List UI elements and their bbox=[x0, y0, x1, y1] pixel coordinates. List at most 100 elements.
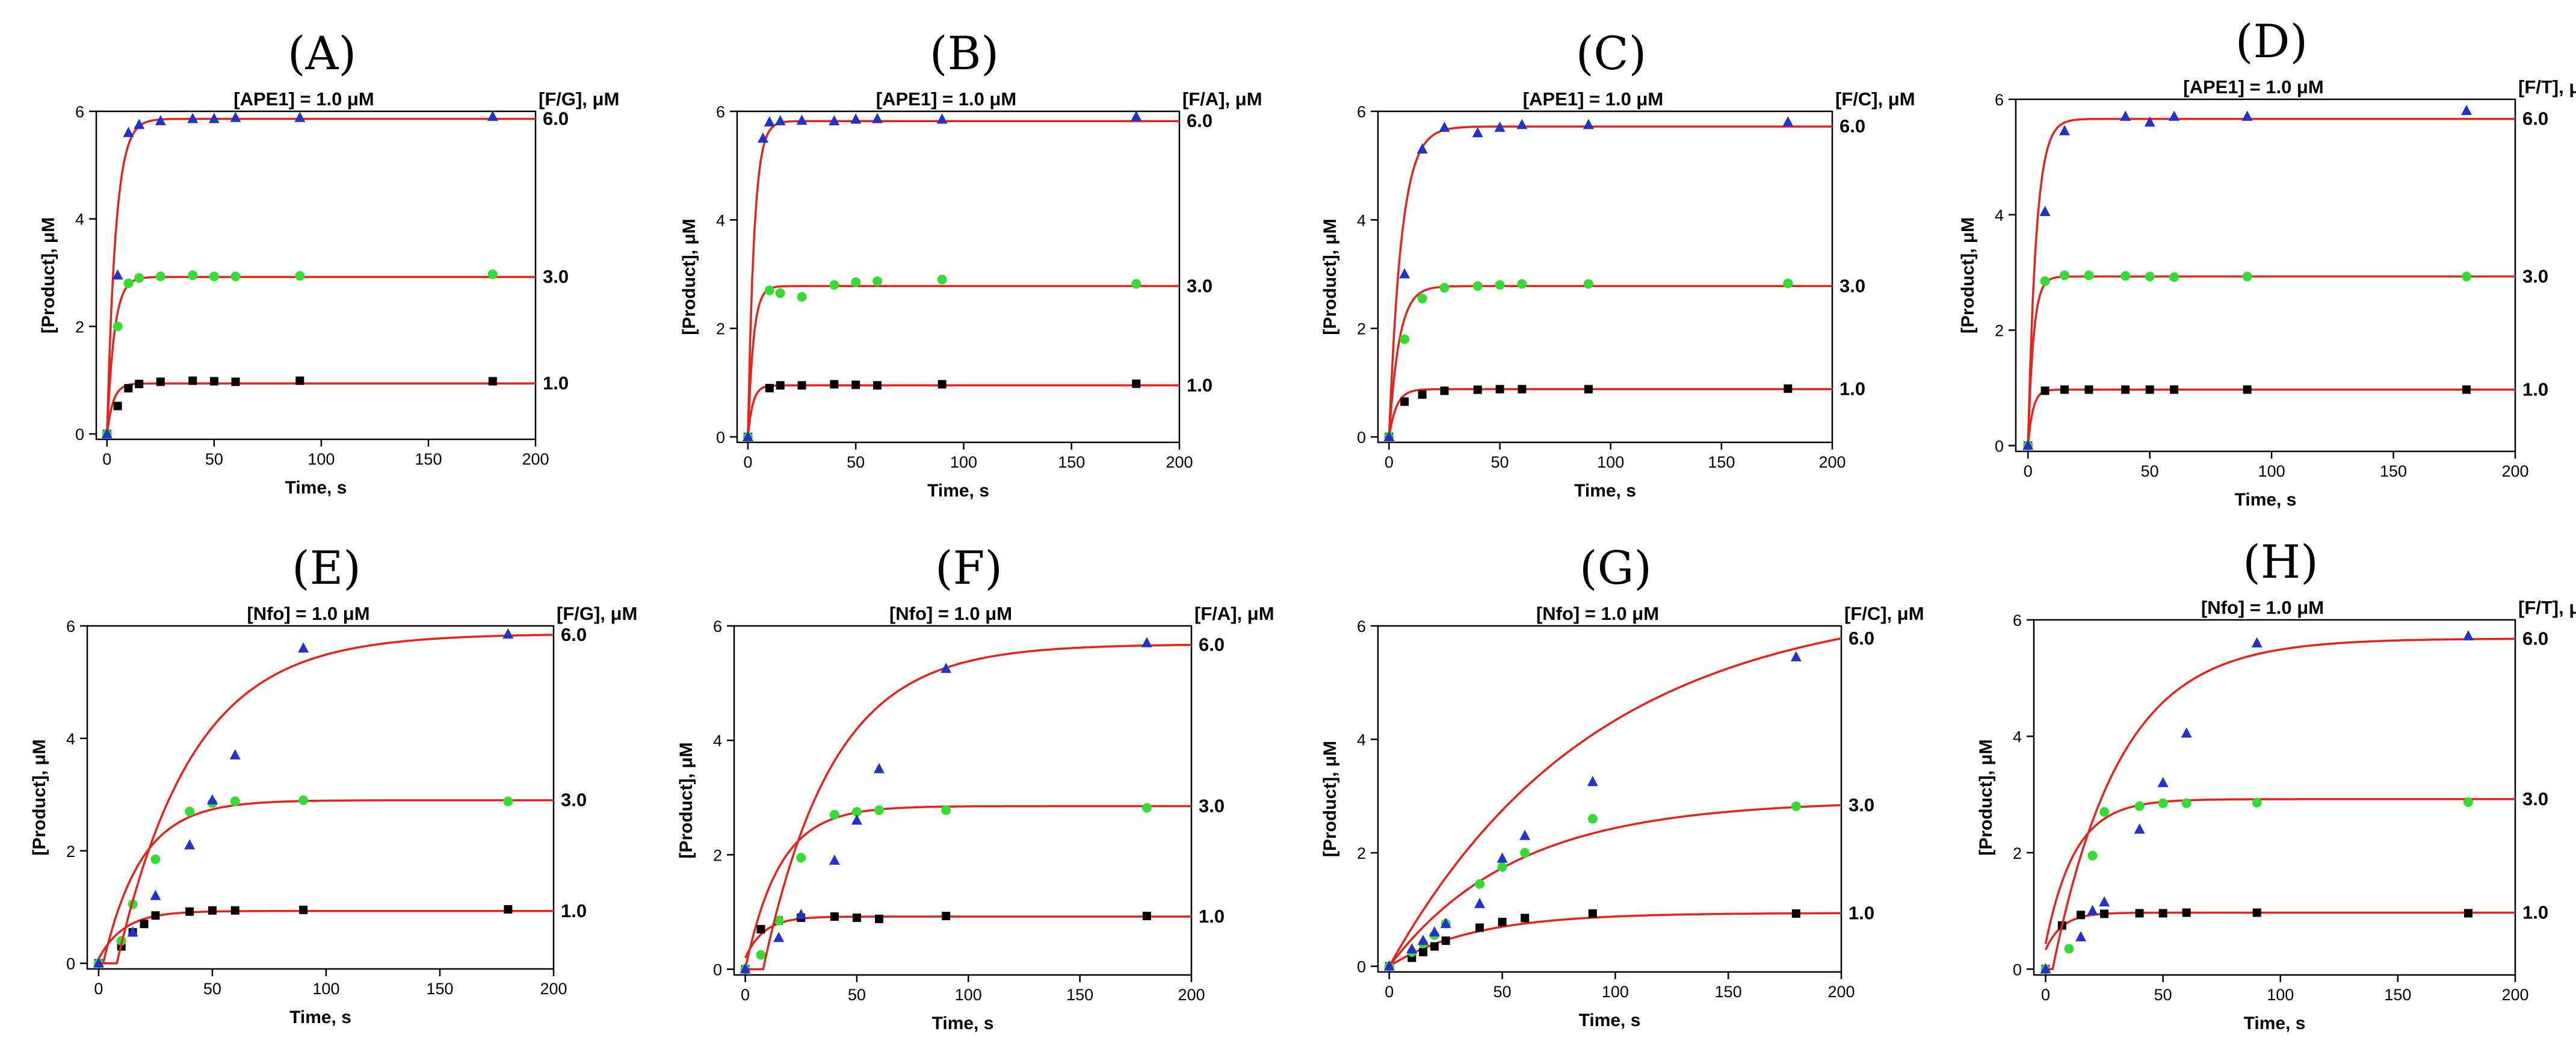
fit-curve-1.0 bbox=[2027, 388, 2515, 446]
y-axis-title: [Product], μM bbox=[676, 742, 696, 858]
data-point-circle bbox=[2169, 272, 2179, 282]
data-point-square bbox=[776, 381, 785, 390]
data-point-square bbox=[852, 913, 861, 922]
chart-panel-f: (F) [Nfo] = 1.0 μM [F/A], μM 0 50 100 150 200 0 2… bbox=[676, 541, 1274, 1033]
y-tick-label: 0 bbox=[75, 425, 84, 444]
substrate-concentration-label: [F/G], μM bbox=[539, 88, 619, 110]
data-point-square bbox=[230, 906, 239, 915]
data-point-square bbox=[208, 906, 217, 915]
data-point-triangle bbox=[206, 794, 218, 805]
data-point-circle bbox=[134, 273, 144, 283]
panel-letter: (E) bbox=[292, 541, 361, 595]
enzyme-concentration-label: [Nfo] = 1.0 μM bbox=[1536, 603, 1659, 624]
data-point-triangle bbox=[1141, 637, 1152, 648]
data-point-square bbox=[156, 377, 165, 386]
y-tick-label: 4 bbox=[713, 732, 722, 750]
x-tick-label: 0 bbox=[743, 453, 752, 471]
data-point-triangle bbox=[796, 114, 808, 125]
data-point-circle bbox=[298, 795, 309, 805]
x-tick-label: 0 bbox=[102, 450, 111, 468]
data-point-circle bbox=[2064, 944, 2074, 954]
x-tick-label: 50 bbox=[2154, 986, 2172, 1004]
fit-curve-1.0 bbox=[2044, 911, 2515, 950]
fit-curve-6.0 bbox=[745, 643, 1191, 971]
series-level-label: 3.0 bbox=[1839, 275, 1865, 296]
x-tick-label: 50 bbox=[203, 980, 221, 998]
series-level-label: 1.0 bbox=[561, 900, 587, 921]
data-point-circle bbox=[851, 277, 861, 288]
data-point-triangle bbox=[230, 111, 241, 122]
fit-curve-3.0 bbox=[2027, 275, 2515, 446]
y-tick-label: 4 bbox=[1357, 731, 1366, 749]
y-tick-label: 6 bbox=[1357, 617, 1366, 636]
x-tick-label: 200 bbox=[1827, 983, 1855, 1001]
data-point-square bbox=[2158, 909, 2167, 918]
y-tick-label: 2 bbox=[1995, 322, 2004, 340]
data-point-circle bbox=[2087, 850, 2098, 861]
x-axis-title: Time, s bbox=[1579, 1010, 1641, 1030]
data-point-circle bbox=[2134, 801, 2145, 811]
chart-panel-a: (A) [APE1] = 1.0 μM [F/G], μM 0 50 100 150 200 0… bbox=[39, 26, 619, 498]
data-point-circle bbox=[1475, 879, 1485, 889]
substrate-concentration-label: [F/A], μM bbox=[1194, 603, 1274, 624]
data-point-triangle bbox=[1790, 651, 1802, 661]
data-point-circle bbox=[2120, 271, 2131, 281]
y-axis-title: [Product], μM bbox=[29, 739, 49, 855]
data-point-circle bbox=[829, 809, 839, 820]
data-point-triangle bbox=[2099, 896, 2110, 907]
plot-frame bbox=[95, 110, 537, 441]
data-point-triangle bbox=[2075, 931, 2087, 942]
data-point-square bbox=[830, 912, 839, 921]
x-axis-title: Time, s bbox=[2244, 1013, 2306, 1033]
data-point-circle bbox=[2084, 270, 2094, 280]
x-tick-label: 0 bbox=[2024, 462, 2033, 480]
plot-frame bbox=[86, 625, 555, 970]
chart-panel-e: (E) [Nfo] = 1.0 μM [F/G], μM 0 50 100 150 200 0 2… bbox=[29, 541, 637, 1027]
series-level-label: 1.0 bbox=[1187, 374, 1212, 395]
data-point-triangle bbox=[502, 628, 514, 639]
panel-letter: (B) bbox=[930, 26, 999, 80]
fit-curve-6.0 bbox=[2027, 117, 2515, 446]
x-tick-label: 150 bbox=[1058, 453, 1085, 471]
y-tick-label: 0 bbox=[713, 961, 722, 979]
data-point-square bbox=[2170, 385, 2179, 394]
x-tick-label: 100 bbox=[955, 986, 982, 1004]
data-point-triangle bbox=[1416, 143, 1428, 154]
series-level-label: 3.0 bbox=[1199, 796, 1225, 817]
chart-panel-d: (D) [APE1] = 1.0 μM [F/T], μM 0 50 100 150 200 0… bbox=[1958, 14, 2576, 510]
data-point-square bbox=[1498, 918, 1507, 927]
substrate-concentration-label: [F/T], μM bbox=[2518, 597, 2576, 618]
y-tick-label: 4 bbox=[2013, 728, 2022, 746]
data-point-triangle bbox=[1494, 122, 1506, 132]
data-point-triangle bbox=[1399, 268, 1410, 279]
data-point-triangle bbox=[184, 839, 196, 850]
y-tick-label: 4 bbox=[1357, 211, 1366, 229]
data-point-circle bbox=[2181, 798, 2191, 808]
series-level-label: 1.0 bbox=[1849, 902, 1874, 923]
data-point-square bbox=[1521, 914, 1530, 923]
fit-curve-3.0 bbox=[1388, 285, 1832, 438]
data-point-circle bbox=[1400, 334, 1410, 344]
data-point-circle bbox=[2252, 797, 2262, 808]
data-point-circle bbox=[2242, 271, 2252, 282]
data-point-circle bbox=[2099, 807, 2110, 817]
data-point-circle bbox=[851, 807, 862, 817]
substrate-concentration-label: [F/C], μM bbox=[1844, 603, 1924, 624]
data-point-triangle bbox=[829, 854, 840, 865]
data-point-triangle bbox=[2059, 125, 2070, 135]
data-point-circle bbox=[1783, 278, 1793, 288]
chart-panel-c: (C) [APE1] = 1.0 μM [F/C], μM 0 50 100 150 200 0… bbox=[1320, 26, 1915, 501]
data-point-triangle bbox=[1516, 119, 1528, 129]
data-point-square bbox=[2135, 909, 2144, 918]
data-point-triangle bbox=[2461, 105, 2473, 116]
data-point-circle bbox=[775, 288, 785, 299]
data-point-circle bbox=[1791, 801, 1801, 811]
fit-curve-1.0 bbox=[97, 910, 554, 960]
data-point-square bbox=[188, 376, 197, 385]
data-point-circle bbox=[756, 950, 766, 960]
data-point-circle bbox=[185, 806, 195, 817]
y-axis-title: [Product], μM bbox=[39, 217, 58, 333]
series-level-label: 3.0 bbox=[1849, 794, 1874, 815]
x-tick-label: 200 bbox=[2501, 986, 2528, 1004]
series-level-label: 6.0 bbox=[1187, 110, 1212, 131]
